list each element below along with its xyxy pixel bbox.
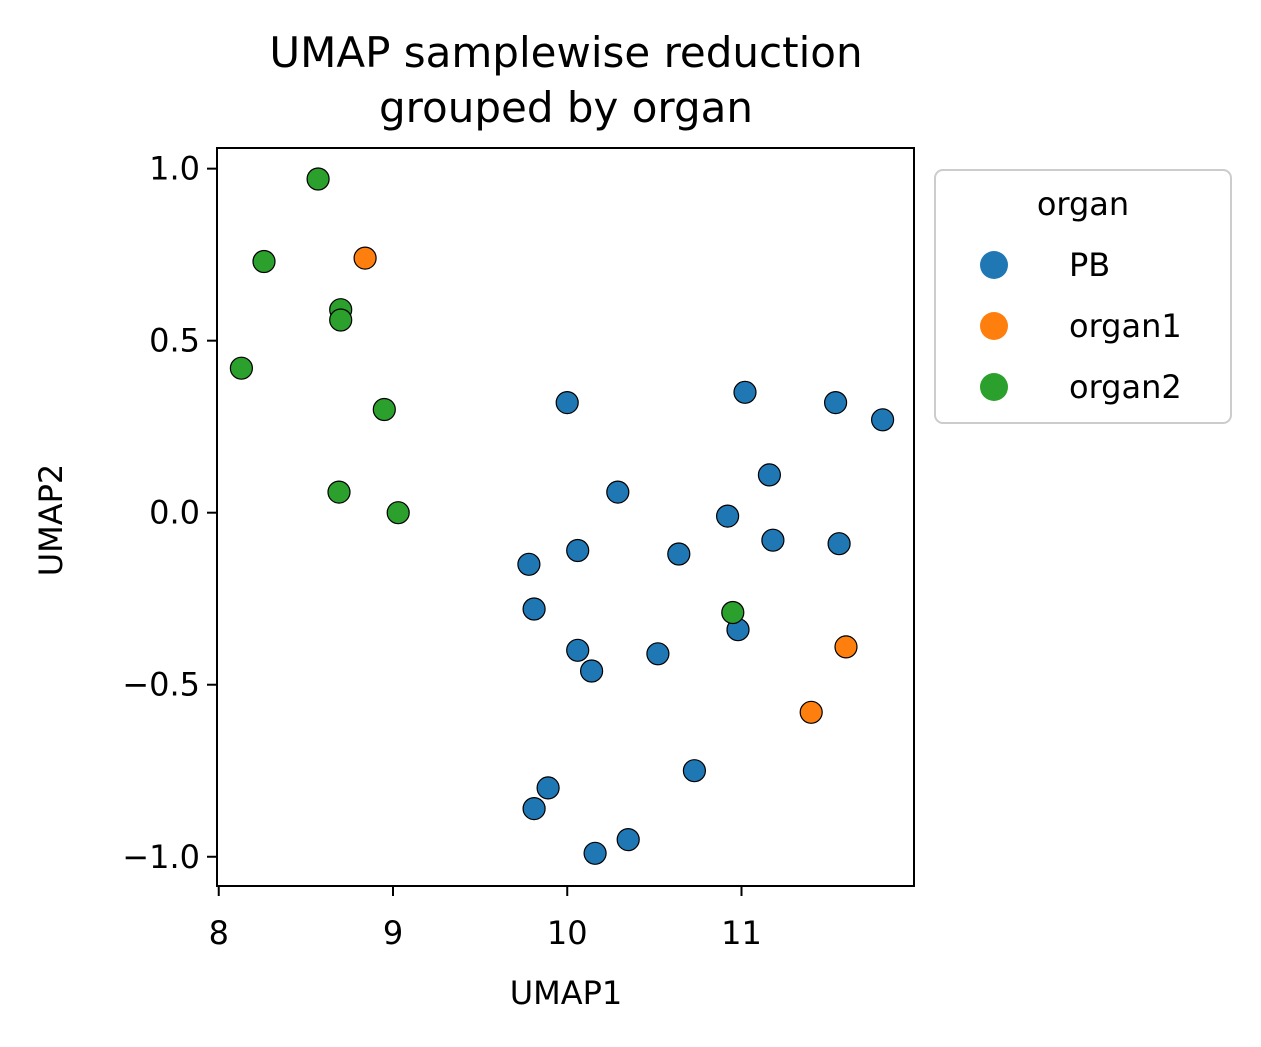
data-point-pb-17 xyxy=(682,759,707,783)
data-point-organ2-3 xyxy=(329,308,353,332)
x-axis-ticks: 8 9 10 11 xyxy=(209,886,762,952)
x-tick-label-0: 8 xyxy=(209,914,229,952)
data-point-pb-11 xyxy=(517,552,541,576)
data-point-pb-14 xyxy=(566,638,590,662)
data-point-pb-19 xyxy=(522,796,546,821)
data-point-organ2-5 xyxy=(372,397,396,422)
x-tick-label-3: 11 xyxy=(721,914,762,952)
y-axis-ticks: 1.0 0.5 0.0 −0.5 −1.0 xyxy=(122,150,217,876)
legend: organ PB organ1 organ2 xyxy=(934,169,1232,424)
data-point-pb-21 xyxy=(583,841,607,865)
legend-label-pb: PB xyxy=(1069,246,1110,284)
legend-marker-organ1 xyxy=(980,312,1008,340)
data-point-organ2-7 xyxy=(386,501,410,525)
x-tick-label-2: 10 xyxy=(547,914,588,952)
plot-area-frame xyxy=(216,147,915,887)
legend-box xyxy=(934,169,1232,424)
legend-label-organ2: organ2 xyxy=(1069,368,1182,406)
y-axis-label: UMAP2 xyxy=(32,464,70,577)
x-tick-label-1: 9 xyxy=(383,914,403,952)
data-point-organ2-6 xyxy=(327,480,351,504)
legend-marker-pb xyxy=(980,251,1008,279)
legend-label-organ1: organ1 xyxy=(1069,307,1182,345)
chart-title-line-1: UMAP samplewise reduction xyxy=(269,28,862,77)
y-tick-label-4: −1.0 xyxy=(122,838,200,876)
data-point-pb-6 xyxy=(715,504,740,528)
data-point-pb-20 xyxy=(616,827,640,852)
data-point-pb-10 xyxy=(667,542,691,566)
y-tick-label-3: −0.5 xyxy=(122,666,200,704)
data-point-organ1-0 xyxy=(353,246,377,270)
data-point-pb-12 xyxy=(522,597,546,621)
data-point-organ1-2 xyxy=(799,700,823,724)
data-point-organ2-0 xyxy=(306,167,330,191)
data-point-pb-2 xyxy=(823,391,848,415)
data-point-pb-5 xyxy=(606,480,630,504)
chart-title: UMAP samplewise reduction grouped by org… xyxy=(269,28,862,132)
data-point-pb-3 xyxy=(870,408,895,432)
legend-title: organ xyxy=(1037,185,1129,223)
y-tick-label-2: 0.0 xyxy=(149,494,200,532)
x-axis-label: UMAP1 xyxy=(510,974,623,1012)
y-tick-label-0: 1.0 xyxy=(149,150,200,188)
data-point-organ2-8 xyxy=(721,600,745,625)
data-points xyxy=(229,167,895,865)
data-point-pb-4 xyxy=(757,463,782,487)
data-point-pb-7 xyxy=(761,528,785,552)
data-point-pb-15 xyxy=(646,642,670,666)
data-point-pb-1 xyxy=(733,380,757,404)
data-point-pb-9 xyxy=(566,538,590,563)
legend-marker-organ2 xyxy=(980,373,1008,401)
legend-entries: PB organ1 organ2 xyxy=(980,246,1182,406)
data-point-organ2-4 xyxy=(229,356,253,380)
data-point-pb-18 xyxy=(536,776,560,800)
data-point-organ1-1 xyxy=(834,635,858,659)
data-point-organ2-1 xyxy=(252,249,276,274)
y-tick-label-1: 0.5 xyxy=(149,322,200,360)
chart-title-line-2: grouped by organ xyxy=(379,83,753,132)
data-point-pb-8 xyxy=(827,532,851,556)
data-point-pb-0 xyxy=(555,391,579,415)
data-point-pb-16 xyxy=(579,659,604,683)
